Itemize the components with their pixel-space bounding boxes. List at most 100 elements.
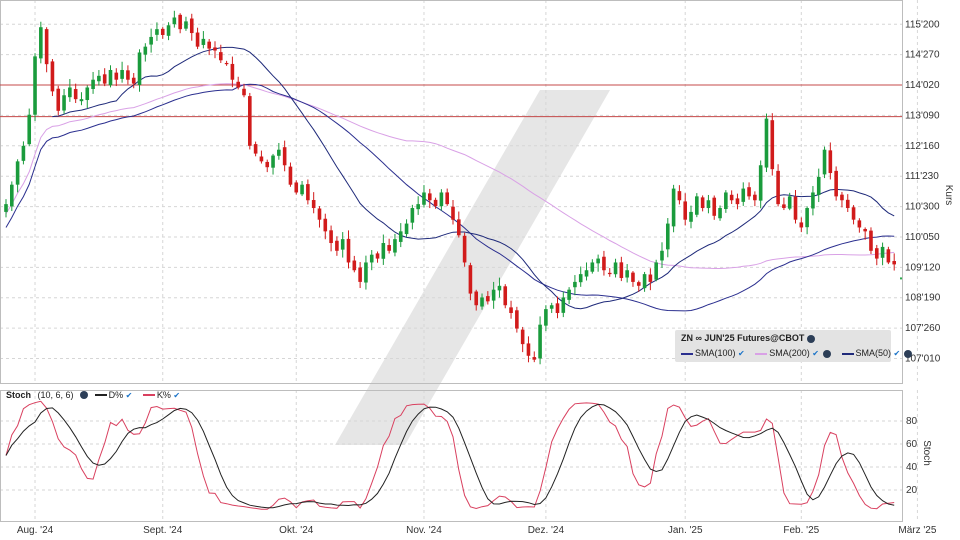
legend-title: ZN ∞ JUN'25 Futures@CBOT [681,333,815,343]
candle [700,195,705,212]
candle-body [770,120,775,170]
x-tick-label: Aug. '24 [17,525,54,536]
candle-body [422,192,426,205]
candle [4,199,8,218]
candle-body [724,192,728,210]
candle-body [323,218,328,232]
candle [758,160,763,209]
candle [271,153,275,175]
candle [892,253,896,271]
candle-body [735,198,740,205]
settings-icon[interactable] [806,334,815,343]
candle-body [282,147,287,166]
candle-body [851,207,856,220]
y-tick-label: 114'020 [905,80,940,91]
candle [573,275,577,296]
y-tick-label: 110'300 [905,202,940,213]
legend-k[interactable]: K% ✔ [142,390,184,400]
stoch-lines [5,400,895,510]
candle-body [271,155,275,168]
candle [126,65,130,85]
instrument-name: ZN ∞ JUN'25 Futures@CBOT [681,333,805,343]
x-tick-label: Okt. '24 [279,525,314,536]
candle-body [114,72,119,80]
price-panel-frame [0,0,903,384]
candle-body [491,289,496,301]
candle-body [242,88,246,96]
candle-body [816,176,821,195]
candle [869,227,873,255]
candle [747,182,751,200]
candle-body [189,18,194,34]
candle [242,83,246,98]
candle [724,190,728,213]
candle [828,142,833,180]
legend-sma200[interactable]: SMA(200) ✔ [755,348,835,358]
candle-body [253,144,258,154]
candle-body [120,69,124,79]
candle-body [311,200,316,209]
candle-body [172,17,177,25]
candle-body [578,274,583,283]
candle-body [108,69,113,86]
candle-body [718,208,722,219]
candle [654,259,658,282]
candle [729,190,734,204]
candle [10,181,14,212]
candle [782,197,786,211]
y-tick-label: 108'190 [905,293,941,304]
candle-body [62,95,66,111]
candle [416,196,420,215]
candle-body [375,253,380,259]
date-x-axis: Aug. '24 Sept. '24 Okt. '24 Nov. '24 Dez. '2… [17,525,937,536]
legend-sma100[interactable]: SMA(100) ✔ [681,348,749,358]
x-tick-label: Jan. '25 [668,525,703,536]
candle [712,195,717,220]
candle-body [596,258,600,264]
candle-body [97,75,101,82]
candle-body [631,272,635,282]
legend-sma50[interactable]: SMA(50) ✔ [841,348,917,358]
candle-body [607,272,612,275]
candle-body [874,248,879,259]
candle-body [381,243,386,259]
candle [189,13,194,41]
y-tick-label: 109'120 [905,262,941,273]
price-y-axis: 115'200 114'270 114'020 113'090 112'160 111'2… [905,19,941,364]
candle-body [619,262,624,279]
legend-d[interactable]: D% ✔ [94,390,137,400]
candle [851,205,856,225]
candle-body [369,254,374,263]
candle [108,65,113,88]
candle-body [33,56,37,115]
candle-body [306,184,310,201]
candle-body [265,161,270,168]
candle [602,250,606,276]
candle-body [39,27,43,59]
candle-body [416,204,420,210]
horizontal-lines [0,84,902,280]
sma100-line [5,83,895,312]
candle [248,92,252,150]
candle [706,194,711,214]
candle [155,22,159,41]
candle [329,225,333,252]
candle-body [10,184,14,207]
candle-body [195,32,200,47]
candle [62,89,66,115]
settings-icon[interactable] [80,390,89,399]
candle [468,262,473,301]
candle-body [776,170,780,205]
candle-body [462,235,467,263]
candle [410,204,415,230]
candle-body [184,21,188,29]
candle [166,22,171,41]
candle-body [277,149,281,156]
candle [358,262,362,289]
stoch-y-axis: 80 60 40 20 [906,416,918,496]
candle [160,27,165,39]
candle-body [433,199,438,207]
candle [619,256,624,282]
y-tick-label: 80 [906,416,918,427]
price-candles [4,10,896,365]
